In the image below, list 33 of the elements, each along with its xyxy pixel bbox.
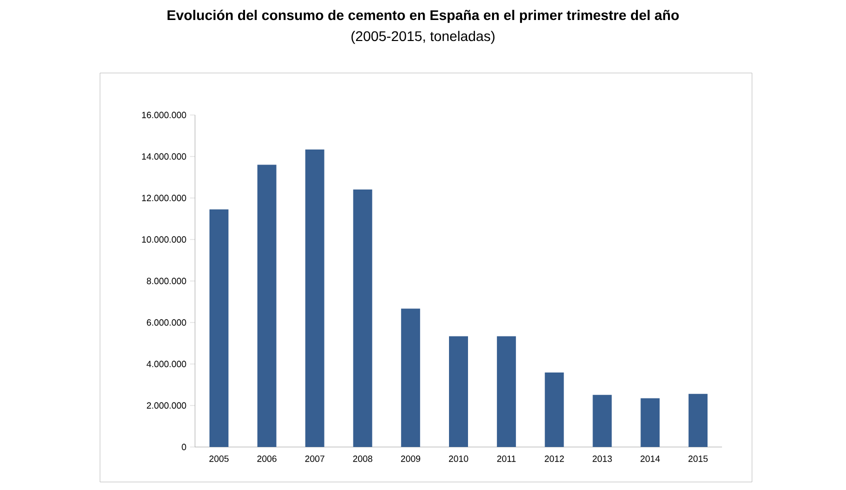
bar [353,189,372,447]
x-tick-label: 2010 [448,456,468,462]
x-tick-label: 2012 [544,456,564,462]
y-tick-label: 6.000.000 [146,319,186,326]
y-tick-label: 16.000.000 [142,112,186,118]
bar [449,336,468,447]
x-tick-label: 2013 [592,456,612,462]
x-tick-label: 2015 [688,456,708,462]
x-tick-label: 2011 [497,456,516,462]
y-tick-label: 4.000.000 [146,360,186,368]
bar [257,164,276,447]
y-tick-label: 8.000.000 [146,278,186,284]
x-tick-label: 2014 [640,456,660,462]
y-tick-label: 14.000.000 [142,153,186,160]
x-tick-label: 2005 [209,456,229,462]
x-tick-label: 2008 [353,456,372,462]
bar [640,398,660,447]
chart-subtitle: (2005-2015, toneladas) [351,30,494,44]
bar [544,372,564,447]
y-tick-label: 12.000.000 [142,194,186,202]
bar [401,308,420,447]
chart-title: Evolución del consumo de cemento en España en el primer trimestre del año [168,10,679,23]
bar [688,394,708,447]
x-tick-label: 2009 [401,456,420,462]
x-tick-label: 2007 [305,456,324,462]
bar [209,209,228,447]
y-tick-label: 2.000.000 [146,402,186,409]
y-tick-label: 10.000.000 [142,236,186,243]
x-tick-label: 2006 [257,456,276,462]
bar [592,394,612,447]
bar [496,336,516,447]
y-tick-label: 0 [182,444,186,450]
bar [305,149,324,447]
